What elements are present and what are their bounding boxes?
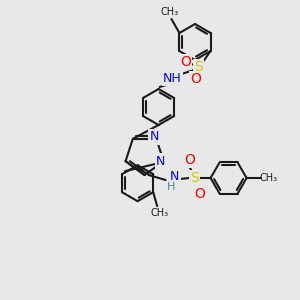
Text: CH₃: CH₃ [160,7,178,17]
Text: S: S [194,60,203,74]
Text: O: O [194,187,205,201]
Text: H: H [167,182,175,192]
Text: NH: NH [163,71,182,85]
Text: S: S [190,171,199,185]
Text: O: O [180,55,191,69]
Text: N: N [170,170,179,184]
Text: CH₃: CH₃ [150,208,168,218]
Text: N: N [156,155,165,168]
Text: O: O [184,153,195,167]
Text: CH₃: CH₃ [260,173,278,183]
Text: O: O [190,72,201,86]
Text: N: N [150,130,159,143]
